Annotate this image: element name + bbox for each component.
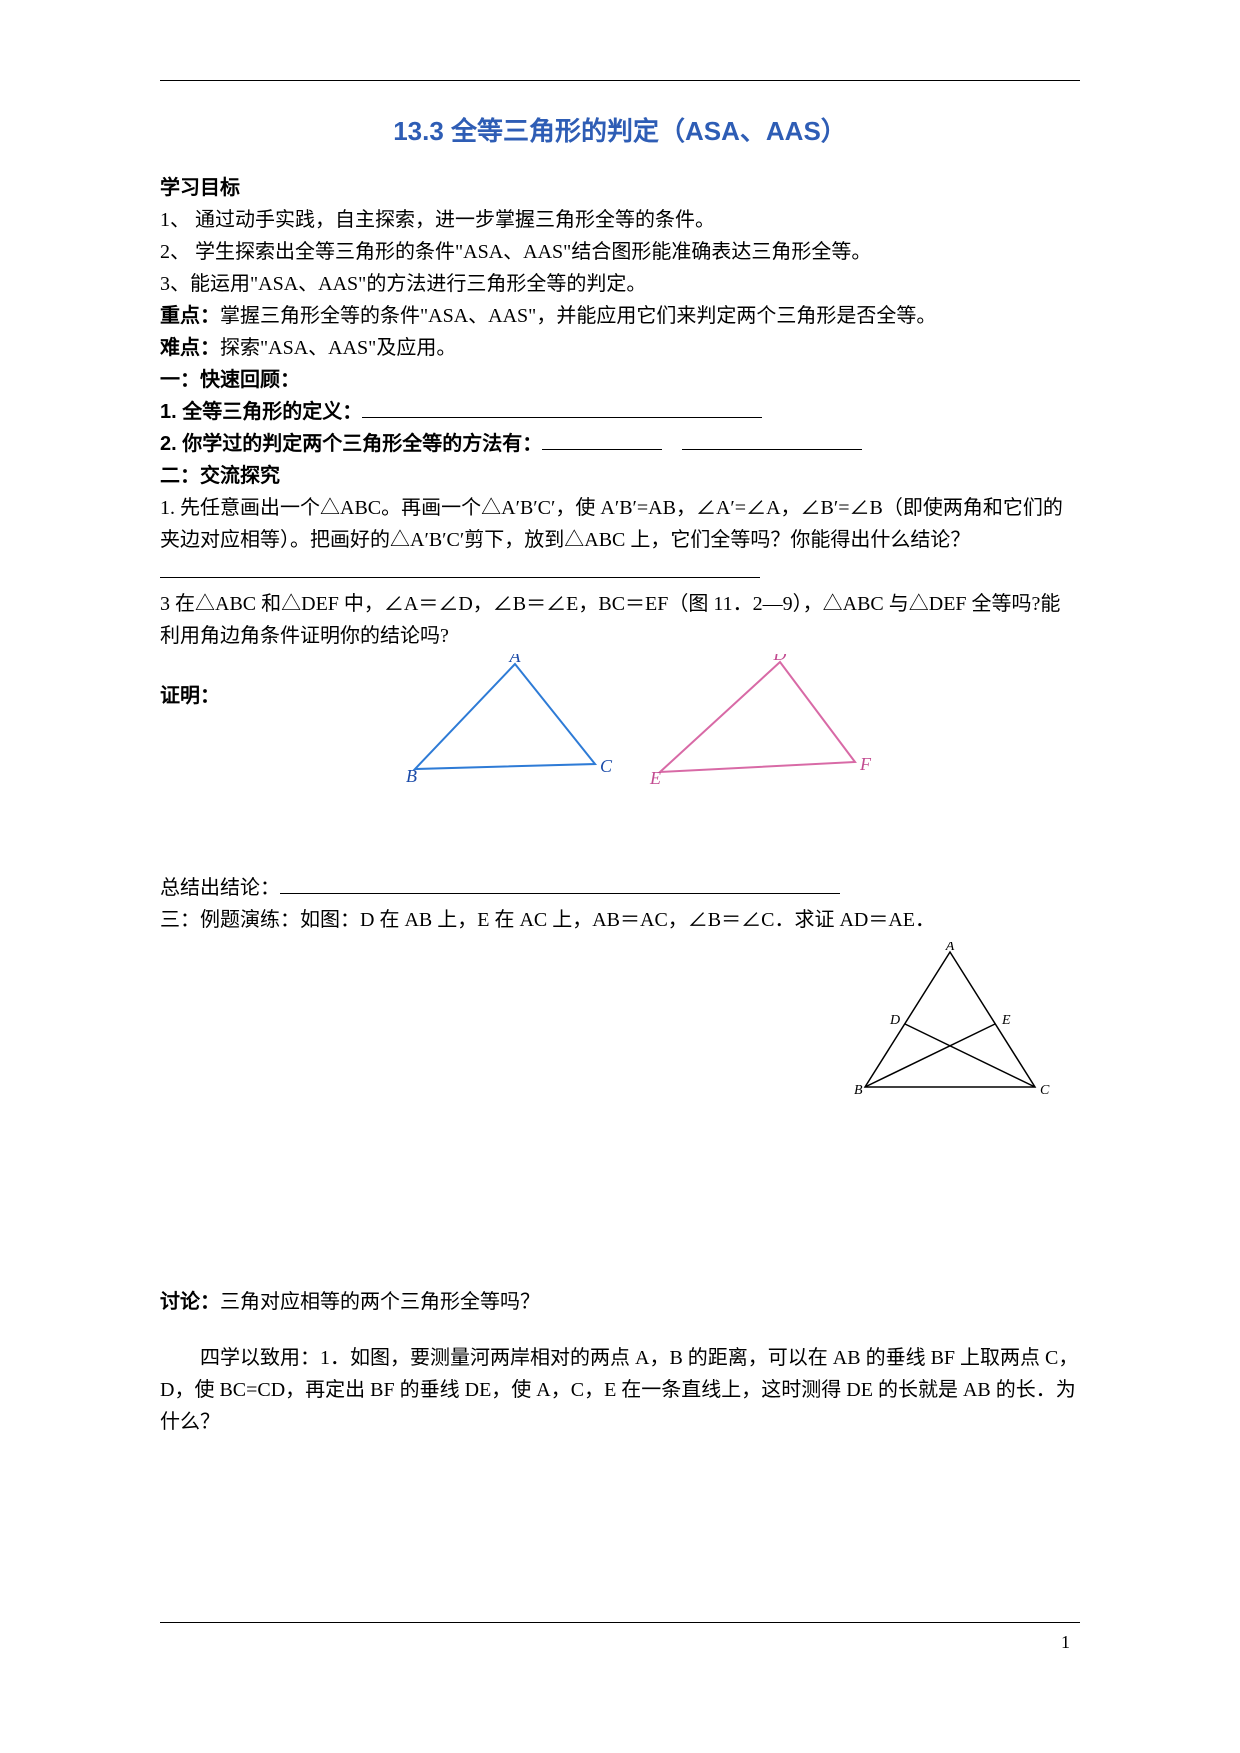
svg-text:F: F xyxy=(859,754,872,774)
explore-3: 3 在△ABC 和△DEF 中，∠A＝∠D，∠B＝∠E，BC＝EF（图 11．2… xyxy=(160,588,1080,652)
proof-label: 证明： xyxy=(160,680,220,712)
svg-text:E: E xyxy=(1001,1013,1011,1028)
top-rule xyxy=(160,80,1080,81)
review-q2-label: 2. 你学过的判定两个三角形全等的方法有： xyxy=(160,433,542,455)
conclusion-label: 总结出结论： xyxy=(160,877,280,899)
spacer-before-discuss xyxy=(160,1146,1080,1286)
figure-row: 证明： A B C D E F xyxy=(160,660,1080,800)
spacer-after-figures xyxy=(160,812,1080,872)
svg-text:A: A xyxy=(509,654,522,666)
apply-text: 四学以致用：1．如图，要测量河两岸相对的两点 A，B 的距离，可以在 AB 的垂… xyxy=(160,1342,1080,1438)
svg-text:C: C xyxy=(1040,1083,1050,1098)
goal-1: 1、 通过动手实践，自主探索，进一步掌握三角形全等的条件。 xyxy=(160,204,1080,236)
focus-line: 重点：掌握三角形全等的条件"ASA、AAS"，并能应用它们来判定两个三角形是否全… xyxy=(160,300,1080,332)
conclusion-line: 总结出结论： xyxy=(160,872,1080,904)
page-title: 13.3 全等三角形的判定（ASA、AAS） xyxy=(160,111,1080,148)
difficulty-line: 难点：探索"ASA、AAS"及应用。 xyxy=(160,332,1080,364)
svg-text:C: C xyxy=(600,756,613,776)
svg-text:E: E xyxy=(649,768,661,788)
blank-explore-conclusion xyxy=(160,557,760,578)
explore-1: 1. 先任意画出一个△ABC。再画一个△A′B′C′，使 A′B′=AB，∠A′… xyxy=(160,492,1080,556)
review-q1-label: 1. 全等三角形的定义： xyxy=(160,401,362,423)
review-q2: 2. 你学过的判定两个三角形全等的方法有： xyxy=(160,428,1080,460)
difficulty-text: 探索"ASA、AAS"及应用。 xyxy=(220,337,456,359)
spacer-before-apply xyxy=(160,1318,1080,1342)
review-heading: 一：快速回顾： xyxy=(160,364,1080,396)
blank-conclusion xyxy=(280,873,840,894)
discuss-label: 讨论： xyxy=(160,1291,220,1313)
blank-method-2 xyxy=(682,429,862,450)
example-heading: 三：例题演练：如图：D 在 AB 上，E 在 AC 上，AB＝AC，∠B＝∠C．… xyxy=(160,904,1080,936)
page-number: 1 xyxy=(1061,1632,1070,1653)
difficulty-label: 难点： xyxy=(160,337,220,359)
goal-3: 3、能运用"ASA、AAS"的方法进行三角形全等的判定。 xyxy=(160,268,1080,300)
discuss-text: 三角对应相等的两个三角形全等吗？ xyxy=(220,1291,540,1313)
example-figure: A B C D E xyxy=(850,942,1060,1107)
svg-text:A: A xyxy=(945,942,955,954)
explore-heading: 二：交流探究 xyxy=(160,460,1080,492)
triangle-abc-figure: A B C D E F xyxy=(400,654,880,794)
goal-2: 2、 学生探索出全等三角形的条件"ASA、AAS"结合图形能准确表达三角形全等。 xyxy=(160,236,1080,268)
goals-heading: 学习目标 xyxy=(160,172,1080,204)
svg-text:D: D xyxy=(773,654,787,664)
svg-text:D: D xyxy=(889,1013,900,1028)
svg-text:B: B xyxy=(854,1083,863,1098)
discuss-line: 讨论：三角对应相等的两个三角形全等吗？ xyxy=(160,1286,1080,1318)
explore-blank xyxy=(160,556,1080,588)
page: 13.3 全等三角形的判定（ASA、AAS） 学习目标 1、 通过动手实践，自主… xyxy=(0,0,1240,1753)
focus-label: 重点： xyxy=(160,305,220,327)
svg-text:B: B xyxy=(406,766,417,786)
example-figure-block: A B C D E xyxy=(160,942,1080,1122)
focus-text: 掌握三角形全等的条件"ASA、AAS"，并能应用它们来判定两个三角形是否全等。 xyxy=(220,305,936,327)
blank-method-1 xyxy=(542,429,662,450)
review-q1: 1. 全等三角形的定义： xyxy=(160,396,1080,428)
body: 学习目标 1、 通过动手实践，自主探索，进一步掌握三角形全等的条件。 2、 学生… xyxy=(160,172,1080,1438)
blank-definition xyxy=(362,397,762,418)
foot-rule xyxy=(160,1622,1080,1623)
